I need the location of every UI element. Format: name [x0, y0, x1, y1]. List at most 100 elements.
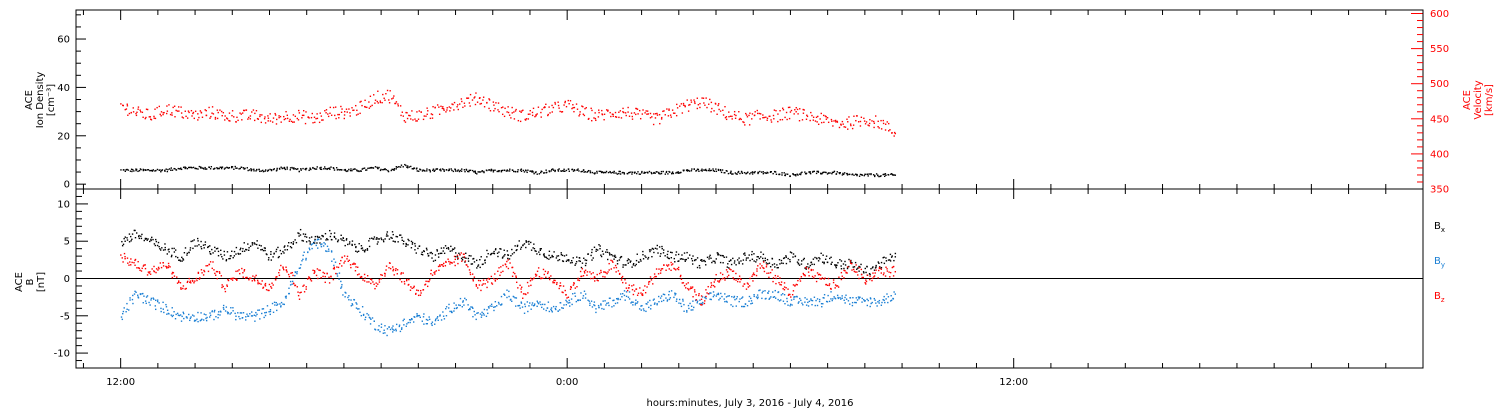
panel1-point [192, 111, 195, 114]
panel2-point-by [344, 296, 346, 298]
panel1-point [865, 121, 868, 123]
panel1-point [130, 168, 133, 170]
panel1-point [664, 173, 667, 175]
panel1-point [620, 117, 623, 119]
panel1-point [270, 169, 273, 171]
panel1-point [540, 171, 542, 174]
panel2-point-by [182, 312, 185, 315]
panel2-point-by [483, 308, 486, 311]
panel1-point [577, 168, 579, 170]
panel2-point-bz [600, 271, 602, 274]
panel1-point [128, 112, 131, 115]
panel1-point [443, 109, 445, 111]
panel2-point-bz [322, 275, 324, 278]
panel1-point [841, 174, 844, 176]
panel2-point-bz [878, 266, 881, 269]
panel1-point [330, 114, 333, 116]
panel2-point-bz [550, 275, 552, 277]
panel1-point [310, 116, 313, 119]
panel1-point [563, 170, 565, 172]
panel1-point [442, 108, 445, 110]
panel1-point [154, 117, 157, 120]
panel1-point [562, 170, 564, 172]
panel1-point [440, 105, 442, 108]
panel1-point [552, 169, 555, 171]
panel1-point [324, 168, 327, 170]
panel2-point-by [202, 319, 205, 321]
panel1-point [727, 172, 730, 175]
panel1-point [185, 115, 187, 118]
panel1-point [392, 97, 394, 99]
panel2-point-bx [490, 253, 492, 256]
panel2-point-bz [494, 279, 497, 281]
panel1-point [231, 165, 233, 168]
panel2-point-bx [880, 266, 883, 269]
panel2-point-bz [484, 283, 486, 285]
panel2-point-bx [696, 266, 699, 269]
panel1-point [132, 107, 134, 109]
panel2-point-bz [762, 266, 764, 269]
panel2-point-bz [496, 278, 498, 280]
panel1-point [309, 167, 311, 169]
panel2-point-bz [847, 266, 849, 268]
panel2-point-bz [816, 272, 819, 274]
panel1-point [514, 110, 517, 112]
panel2-point-bx [154, 244, 157, 247]
panel2-point-bz [641, 294, 644, 297]
panel2-point-bx [198, 244, 200, 246]
panel2-point-by [288, 292, 290, 295]
panel2-point-bx [659, 255, 661, 257]
panel1-point [151, 170, 154, 172]
panel1-point [686, 99, 688, 101]
panel1-point [150, 169, 152, 172]
panel1-point [526, 171, 528, 174]
panel1-point [817, 115, 819, 118]
panel2-point-by [380, 326, 383, 328]
panel2-point-bz [527, 292, 529, 294]
panel1-point [731, 173, 733, 175]
panel1-point [237, 119, 239, 122]
panel2-point-bx [544, 256, 546, 258]
panel1-point [436, 168, 439, 170]
panel2-point-bx [143, 239, 145, 242]
panel2-point-by [893, 291, 895, 293]
panel2-point-bx [405, 242, 407, 245]
panel2-point-by [660, 295, 663, 297]
panel2-point-by [470, 306, 472, 308]
panel1-point [696, 107, 699, 110]
panel2-point-bx [266, 253, 268, 256]
panel1-point [802, 112, 805, 114]
panel1-point [520, 168, 523, 170]
panel1-point [616, 173, 618, 175]
panel1-point [726, 170, 728, 172]
panel2-point-by [289, 280, 292, 283]
panel2-point-by [380, 323, 383, 325]
panel2-point-bz [731, 270, 734, 273]
panel2-point-bx [288, 242, 290, 244]
panel1-point [359, 101, 361, 103]
panel2-point-bz [439, 264, 441, 266]
panel1-point [396, 166, 398, 168]
panel2-point-by [574, 292, 576, 294]
panel1-point [830, 118, 833, 121]
panel2-point-bx [468, 254, 470, 257]
panel1-point [250, 169, 253, 172]
panel2-point-by [683, 303, 685, 306]
panel1-point [194, 110, 197, 112]
panel2-point-bz [828, 283, 831, 285]
panel1-point [721, 169, 724, 171]
panel2-point-bx [131, 233, 134, 235]
panel1-point [465, 169, 468, 171]
panel2-point-by [412, 321, 415, 323]
panel1-point [258, 168, 260, 171]
panel2-point-bx [741, 263, 744, 265]
panel1-point [773, 118, 775, 120]
panel1-point [320, 166, 322, 169]
panel2-point-by [636, 302, 638, 304]
panel1-point [259, 170, 261, 173]
panel2-point-by [668, 298, 671, 301]
panel2-point-bz [860, 268, 863, 271]
panel2-point-bz [148, 272, 150, 274]
panel1-point [713, 170, 716, 172]
panel2-point-bz [723, 277, 726, 279]
